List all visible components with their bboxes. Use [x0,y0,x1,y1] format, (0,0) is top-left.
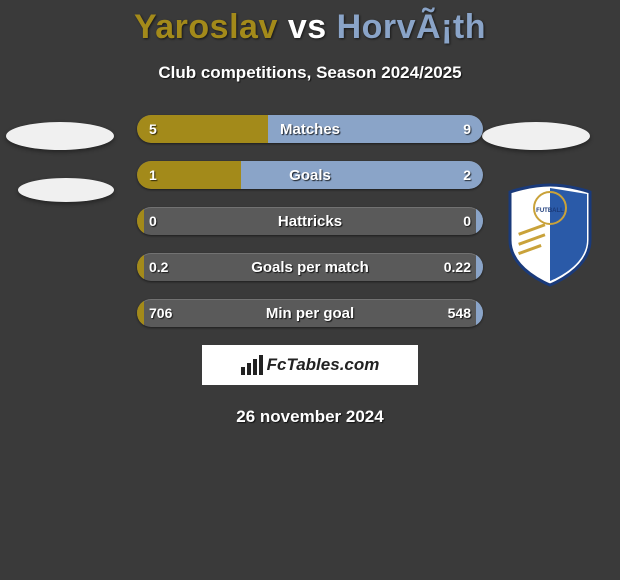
stat-row: 59Matches [137,115,483,143]
player1-name: Yaroslav [134,8,278,46]
stat-row: 00Hattricks [137,207,483,235]
player2-name: HorvÃ¡th [337,8,486,46]
comparison-title: Yaroslav vs HorvÃ¡th [0,0,620,47]
stat-row: 12Goals [137,161,483,189]
stat-label: Min per goal [137,299,483,327]
brand-text: FcTables.com [267,355,380,375]
vs-text: vs [288,8,327,46]
stat-label: Goals [137,161,483,189]
stat-label: Matches [137,115,483,143]
comparison-chart: 59Matches 12Goals 00Hattricks 0.20.22Goals … [0,115,620,327]
date-text: 26 november 2024 [0,407,620,427]
subtitle: Club competitions, Season 2024/2025 [0,63,620,83]
stat-row: 0.20.22Goals per match [137,253,483,281]
stat-label: Goals per match [137,253,483,281]
stat-row: 706548Min per goal [137,299,483,327]
barchart-icon [241,355,263,375]
stat-label: Hattricks [137,207,483,235]
fctables-brand: FcTables.com [202,345,418,385]
